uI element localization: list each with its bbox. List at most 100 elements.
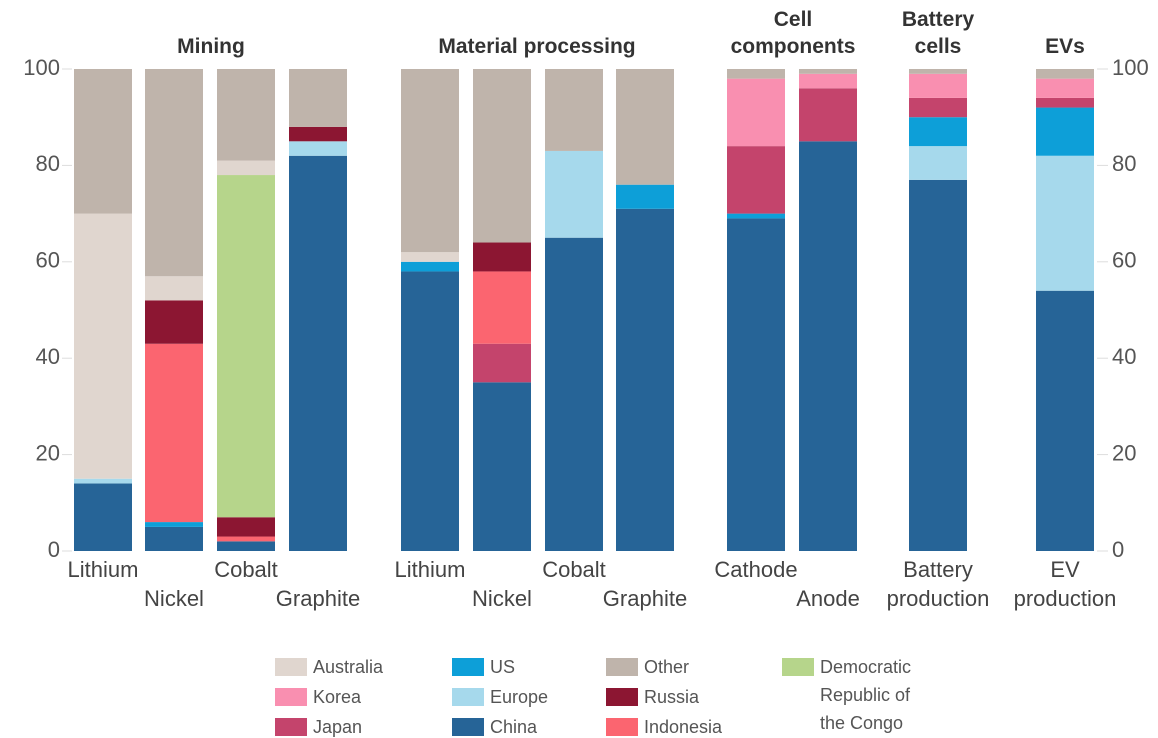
bar-segment bbox=[799, 141, 857, 552]
bar-segment bbox=[909, 117, 967, 147]
bar-segment bbox=[727, 69, 785, 79]
bar-segment bbox=[1036, 290, 1094, 551]
bar-segment bbox=[545, 69, 603, 151]
bar-segment bbox=[401, 252, 459, 262]
bar-segment bbox=[909, 69, 967, 74]
legend-label: Democratic Republic of the Congo bbox=[820, 657, 912, 733]
bar-segment bbox=[289, 141, 347, 156]
bar-segment bbox=[1036, 97, 1094, 108]
bar-segment bbox=[727, 213, 785, 219]
bar-segment bbox=[473, 382, 531, 551]
legend-swatch bbox=[606, 718, 638, 736]
legend-swatch bbox=[606, 688, 638, 706]
x-tick-label: Anode bbox=[796, 586, 860, 611]
bar-segment bbox=[473, 343, 531, 383]
bar-segment bbox=[289, 69, 347, 127]
legend-label: China bbox=[490, 717, 538, 737]
legend-swatch bbox=[275, 688, 307, 706]
bar-segment bbox=[1036, 155, 1094, 291]
bar-segment bbox=[145, 69, 203, 277]
y-tick-label: 0 bbox=[48, 537, 60, 562]
bar-segment bbox=[616, 69, 674, 185]
legend-swatch bbox=[452, 658, 484, 676]
bar-segment bbox=[799, 88, 857, 142]
bar-segment bbox=[799, 73, 857, 89]
bar-segment bbox=[401, 271, 459, 551]
y-tick-label: 80 bbox=[36, 151, 60, 176]
legend-label: US bbox=[490, 657, 516, 677]
bar-segment bbox=[145, 300, 203, 344]
bar-segment bbox=[217, 69, 275, 161]
bar-segment bbox=[145, 526, 203, 551]
bar-segment bbox=[727, 146, 785, 214]
legend-swatch bbox=[275, 658, 307, 676]
bar-segment bbox=[909, 179, 967, 552]
bar-segment bbox=[1036, 107, 1094, 156]
y-tick-label: 100 bbox=[23, 55, 60, 80]
bar-segment bbox=[217, 160, 275, 176]
legend-label: Australia bbox=[313, 657, 384, 677]
bar-segment bbox=[909, 97, 967, 118]
bar-segment bbox=[145, 276, 203, 301]
x-tick-label: Nickel bbox=[472, 586, 532, 611]
bar-segment bbox=[217, 541, 275, 551]
bar-segment bbox=[74, 213, 132, 479]
bar-segment bbox=[1036, 78, 1094, 98]
bar-segment bbox=[909, 73, 967, 98]
bar-segment bbox=[473, 242, 531, 272]
x-tick-label: Cathode bbox=[714, 557, 798, 582]
bar-segment bbox=[616, 184, 674, 209]
legend-label: Other bbox=[644, 657, 690, 677]
bar-segment bbox=[473, 69, 531, 243]
legend-swatch bbox=[452, 718, 484, 736]
bar-segment bbox=[401, 261, 459, 272]
x-tick-label: Graphite bbox=[602, 586, 688, 611]
bar-segment bbox=[727, 218, 785, 552]
y-tick-label: 20 bbox=[36, 440, 60, 465]
y2-tick-label: 20 bbox=[1112, 440, 1136, 465]
bar-segment bbox=[74, 478, 132, 484]
bar-segment bbox=[616, 208, 674, 551]
bar-segment bbox=[145, 522, 203, 527]
bar-segment bbox=[217, 536, 275, 542]
legend-swatch bbox=[452, 688, 484, 706]
bar-segment bbox=[1036, 69, 1094, 79]
x-tick-label: Nickel bbox=[144, 586, 204, 611]
group-title: Battery cells bbox=[901, 8, 975, 58]
x-tick-label: Cobalt bbox=[542, 557, 606, 582]
legend-label: Indonesia bbox=[644, 717, 723, 737]
y2-tick-label: 0 bbox=[1112, 537, 1124, 562]
bar-segment bbox=[74, 483, 132, 551]
group-title: Material processing bbox=[438, 35, 636, 58]
bar-segment bbox=[909, 146, 967, 180]
bar-segment bbox=[545, 150, 603, 238]
group-title: Cell components bbox=[730, 8, 856, 58]
y2-tick-label: 100 bbox=[1112, 55, 1149, 80]
y-tick-label: 40 bbox=[36, 344, 60, 369]
legend-label: Russia bbox=[644, 687, 700, 707]
y2-tick-label: 60 bbox=[1112, 248, 1136, 273]
bar-segment bbox=[217, 517, 275, 537]
y2-tick-label: 40 bbox=[1112, 344, 1136, 369]
bar-segment bbox=[545, 237, 603, 551]
x-tick-label: Lithium bbox=[67, 557, 139, 582]
x-tick-label: Graphite bbox=[275, 586, 361, 611]
bar-segment bbox=[799, 69, 857, 74]
legend-label: Japan bbox=[313, 717, 363, 737]
bar-segment bbox=[401, 69, 459, 253]
bar-segment bbox=[217, 175, 275, 518]
bar-segment bbox=[74, 69, 132, 214]
x-tick-label: Lithium bbox=[394, 557, 466, 582]
bar-segment bbox=[473, 271, 531, 344]
bar-segment bbox=[289, 155, 347, 551]
legend-swatch bbox=[782, 658, 814, 676]
legend-label: Korea bbox=[313, 687, 362, 707]
x-tick-label: EV production bbox=[1013, 557, 1117, 611]
legend-label: Europe bbox=[490, 687, 549, 707]
legend-swatch bbox=[606, 658, 638, 676]
x-tick-label: Battery production bbox=[886, 557, 990, 611]
bar-segment bbox=[145, 343, 203, 523]
bar-segment bbox=[727, 78, 785, 147]
bar-segment bbox=[289, 126, 347, 142]
